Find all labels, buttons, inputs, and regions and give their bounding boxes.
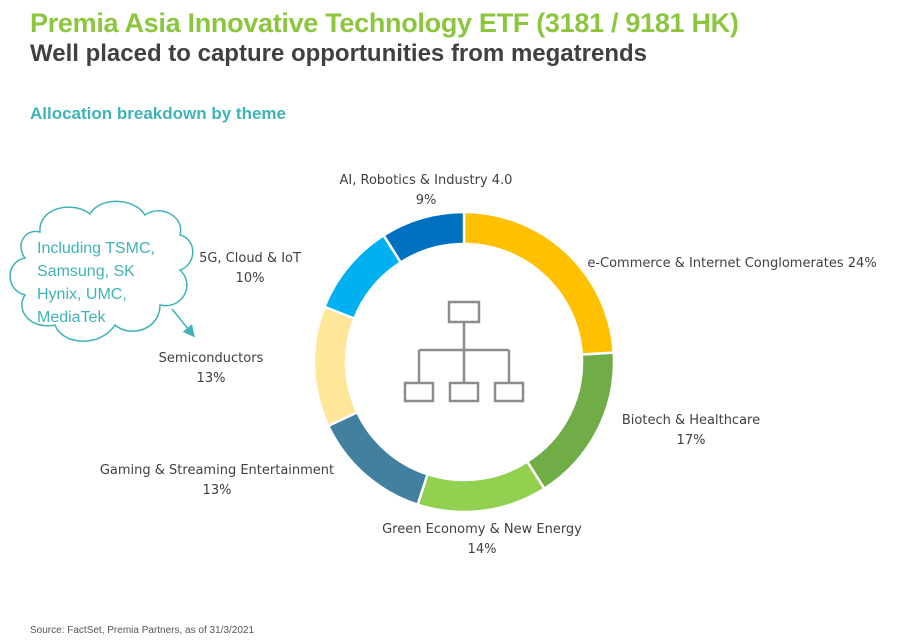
slice-5g-cloud-and-iot <box>322 233 403 321</box>
label-gaming-and-streaming-entertainment: Gaming & Streaming Entertainment <box>100 463 334 478</box>
callout-text: Including TSMC, Samsung, SK Hynix, UMC, … <box>37 240 155 326</box>
slice-green-economy-and-new-energy <box>416 459 547 514</box>
label-semiconductors: Semiconductors <box>159 351 264 366</box>
label-e-commerce-and-internet-conglomerates: e-Commerce & Internet Conglomerates 24% <box>587 256 876 271</box>
org-chart-icon <box>403 300 525 403</box>
callout-arrow <box>171 308 195 338</box>
value-label-5g-cloud-and-iot: 10% <box>236 271 265 286</box>
page-title: Premia Asia Innovative Technology ETF (3… <box>30 8 739 38</box>
section-heading: Allocation breakdown by theme <box>30 104 286 123</box>
value-label-semiconductors: 13% <box>197 371 226 386</box>
value-label-ai-robotics-and-industry-4-0: 9% <box>416 193 437 208</box>
slice-biotech-and-healthcare <box>525 351 616 491</box>
slice-ai-robotics-and-industry-4-0 <box>381 210 466 265</box>
label-ai-robotics-and-industry-4-0: AI, Robotics & Industry 4.0 <box>340 173 513 188</box>
label-5g-cloud-and-iot: 5G, Cloud & IoT <box>199 251 301 266</box>
page-subtitle: Well placed to capture opportunities fro… <box>30 40 647 67</box>
value-label-biotech-and-healthcare: 17% <box>677 433 706 448</box>
label-biotech-and-healthcare: Biotech & Healthcare <box>622 413 760 428</box>
cloud-callout-shape <box>9 200 194 342</box>
slice-gaming-and-streaming-entertainment <box>326 410 430 507</box>
label-green-economy-and-new-energy: Green Economy & New Energy <box>382 522 582 537</box>
value-label-gaming-and-streaming-entertainment: 13% <box>203 483 232 498</box>
value-label-green-economy-and-new-energy: 14% <box>468 542 497 557</box>
source-note: Source: FactSet, Premia Partners, as of … <box>30 625 255 636</box>
slice-e-commerce-and-internet-conglomerates <box>462 210 616 356</box>
slice-semiconductors <box>312 305 359 428</box>
